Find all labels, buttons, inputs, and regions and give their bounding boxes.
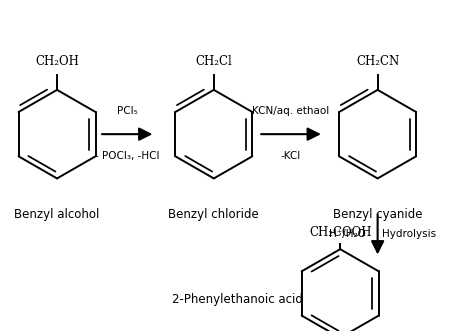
Text: Benzyl cyanide: Benzyl cyanide [333, 208, 422, 221]
Text: Hydrolysis: Hydrolysis [383, 229, 437, 239]
Text: PCl₅: PCl₅ [117, 106, 137, 116]
Text: Benzyl chloride: Benzyl chloride [168, 208, 259, 221]
Text: CH₂COOH: CH₂COOH [309, 226, 372, 239]
Text: - POCl₃, -HCl: - POCl₃, -HCl [95, 151, 159, 161]
Text: -KCl: -KCl [281, 151, 301, 161]
Text: Benzyl alcohol: Benzyl alcohol [14, 208, 100, 221]
Text: CH₂OH: CH₂OH [35, 55, 79, 68]
Text: H⁺/H₂O: H⁺/H₂O [329, 229, 366, 239]
Text: KCN/aq. ethaol: KCN/aq. ethaol [253, 106, 329, 116]
Text: 2-Phenylethanoic acid: 2-Phenylethanoic acid [172, 294, 303, 307]
Text: CH₂Cl: CH₂Cl [195, 55, 232, 68]
Text: CH₂CN: CH₂CN [356, 55, 399, 68]
